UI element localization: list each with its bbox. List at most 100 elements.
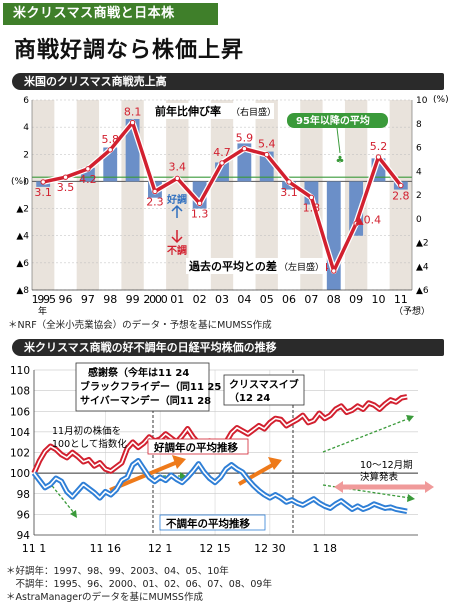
chart1-axes: 6 4 2 0 ▲2 ▲4 ▲6 ▲8 10 8 6 4 2 0 ▲2 ▲4 ▲6 xyxy=(16,96,429,296)
year-label: 06 xyxy=(282,293,296,306)
growth-point xyxy=(40,179,46,185)
average-pointer xyxy=(336,127,341,154)
bad-arrow-icon xyxy=(171,230,183,244)
year-label: 11 xyxy=(394,293,408,306)
year-label: 1995 xyxy=(32,293,56,306)
x-tick-label: 11 1 xyxy=(22,542,47,555)
year-label: 96 xyxy=(59,293,73,306)
good-label: 好調 xyxy=(166,193,187,206)
growth-point xyxy=(107,147,113,153)
earnings-label-line2: 決算発表 xyxy=(360,471,399,483)
year-suffix: 年 xyxy=(38,305,47,317)
growth-point xyxy=(174,175,180,182)
year-label: 09 xyxy=(349,293,363,306)
growth-label: 前年比伸び率 xyxy=(155,104,221,118)
growth-value-label: 3.5 xyxy=(57,181,75,194)
chart2-axes: 94 96 98 100 102 104 106 108 110 xyxy=(10,365,418,542)
green-arrow-3 xyxy=(322,417,411,453)
event-box-thanksgiving xyxy=(75,362,210,412)
growth-value-label: 4.7 xyxy=(213,146,231,159)
green-arrowhead-4 xyxy=(407,494,415,502)
chart1-left-unit: (%) xyxy=(11,177,27,187)
bad-years-label-bg xyxy=(159,514,266,531)
year-label: 2000 xyxy=(143,293,167,306)
chart2-note-bad: 不調年：1995、96、2000、01、02、06、07、08、09年 xyxy=(6,579,272,590)
chart2-x-labels: 11 1 11 16 12 1 12 15 12 30 1 18 xyxy=(22,542,337,555)
right-tick-label: ▲6 xyxy=(416,286,429,296)
right-tick-label: 10 xyxy=(416,96,428,106)
left-tick-label: 6 xyxy=(23,96,29,106)
page-headline: 商戦好調なら株価上昇 xyxy=(14,37,245,63)
year-band xyxy=(32,100,55,290)
growth-value-label: 5.9 xyxy=(236,132,254,145)
year-label: 07 xyxy=(304,293,318,306)
x-tick-label: 12 15 xyxy=(199,542,231,555)
growth-value-label: 5.4 xyxy=(258,138,276,151)
growth-value-label: ▲0.4 xyxy=(355,214,381,227)
y-tick-label: 110 xyxy=(10,365,30,377)
event-box2-line2: （12 24 xyxy=(229,391,270,404)
green-arrow-1 xyxy=(48,481,75,514)
growth-value-label: 3.4 xyxy=(169,160,187,173)
chart1-growth-line xyxy=(40,119,404,274)
right-tick-label: ▲2 xyxy=(416,239,429,249)
y-tick-label: 108 xyxy=(10,386,30,398)
orange-arrowhead-1 xyxy=(172,455,186,469)
year-label: 01 xyxy=(170,293,184,306)
left-tick-label: 4 xyxy=(23,123,29,133)
green-arrowhead-1 xyxy=(70,510,77,518)
event-box1-line2: ブラックフライデー（同11 25 xyxy=(80,380,221,393)
earnings-arrow-left xyxy=(334,481,343,493)
orange-arrowhead-2 xyxy=(268,457,282,470)
growth-label-sub: （右目盛） xyxy=(231,106,276,118)
year-label: 98 xyxy=(103,293,117,306)
right-tick-label: 2 xyxy=(416,191,422,201)
growth-point xyxy=(85,166,91,172)
growth-value-label: 3.1 xyxy=(280,186,298,199)
year-band xyxy=(255,100,278,290)
growth-point xyxy=(62,174,69,180)
growth-point xyxy=(286,179,292,185)
good-arrow-icon xyxy=(171,204,183,218)
diff-label-bg xyxy=(186,258,326,274)
left-tick-label: ▲8 xyxy=(16,286,29,296)
right-tick-label: 8 xyxy=(416,120,422,130)
left-tick-label: 2 xyxy=(23,150,29,160)
year-label: 08 xyxy=(327,293,341,306)
x-tick-label: 1 18 xyxy=(312,542,337,555)
earnings-label-line1: 10～12月期 xyxy=(360,460,413,471)
y-tick-label: 100 xyxy=(10,468,30,480)
growth-value-label: 2.8 xyxy=(392,190,410,203)
left-tick-label: ▲6 xyxy=(16,259,29,269)
event-box1-line3: サイバーマンデー（同11 28 xyxy=(80,394,211,407)
y-tick-label: 96 xyxy=(17,509,31,521)
chart2-svg: 94 96 98 100 102 104 106 108 110 感謝祭（今年は11 24 ブラ… xyxy=(10,362,434,555)
average-label: 95年以降の平均 xyxy=(296,114,370,127)
y-tick-label: 106 xyxy=(10,406,30,418)
forecast-label: （予想） xyxy=(394,305,430,317)
growth-point xyxy=(241,145,248,152)
event-box1-line1: 感謝祭（今年は11 24 xyxy=(88,366,189,379)
x-tick-label: 12 30 xyxy=(254,542,286,555)
index-note-line1: 11月初の株価を xyxy=(52,425,121,437)
year-label: 02 xyxy=(193,293,207,306)
x-tick-label: 12 1 xyxy=(148,542,173,555)
year-label: 03 xyxy=(215,293,229,306)
left-tick-label: ▲4 xyxy=(16,232,29,242)
diff-label-sub: （左目盛） xyxy=(279,261,324,273)
year-band xyxy=(210,100,234,290)
chart1-right-unit: (%) xyxy=(433,95,449,105)
left-tick-label: ▲2 xyxy=(16,205,29,215)
chart1-x-labels: 1995 96 97 98 99 2000 01 02 03 04 05 06 07 08 09 10 11 xyxy=(32,293,408,306)
average-label-bg xyxy=(287,113,388,128)
growth-value-label: 5.2 xyxy=(370,140,388,153)
y-tick-label: 94 xyxy=(17,530,31,542)
earnings-arrow-right xyxy=(425,481,434,493)
growth-point xyxy=(375,154,382,160)
diff-label: 過去の平均との差 xyxy=(188,259,277,273)
growth-point xyxy=(196,200,203,207)
year-label: 05 xyxy=(260,293,274,306)
orange-arrow-2 xyxy=(238,461,277,486)
growth-value-label: 4.2 xyxy=(79,173,97,186)
bad-label: 不調 xyxy=(167,244,187,257)
